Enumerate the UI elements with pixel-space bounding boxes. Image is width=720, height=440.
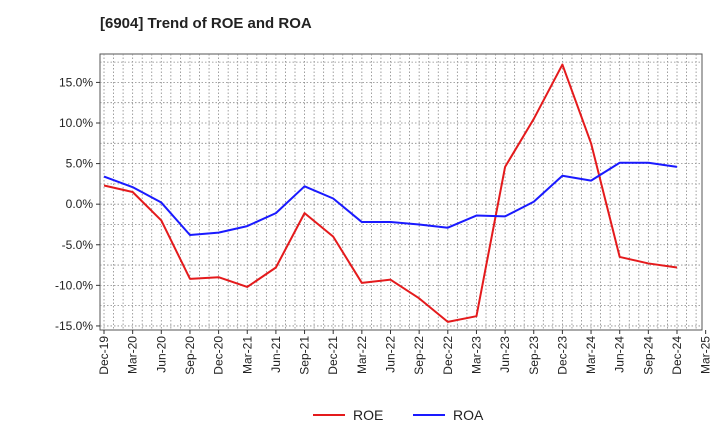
x-tick-label: Jun-24 [613,336,627,373]
x-tick-label: Jun-23 [498,336,512,373]
y-tick-label: 5.0% [66,157,94,171]
y-tick-label: 15.0% [59,75,93,89]
x-tick-label: Dec-24 [670,336,684,375]
x-tick-label: Dec-23 [555,336,569,375]
legend-label-roe: ROE [353,407,383,423]
series-line-roe [103,63,678,323]
x-tick-label: Mar-21 [240,336,254,374]
y-tick-label: -15.0% [55,319,93,333]
x-tick-label: Mar-24 [584,336,598,374]
y-tick-label: -10.0% [55,278,93,292]
x-tick-label: Mar-20 [126,336,140,374]
x-tick-label: Mar-25 [699,336,713,374]
x-tick-label: Dec-21 [326,336,340,375]
y-axis-ticks: 15.0% 10.0% 5.0% 0.0% -5.0% -10.0% -15.0% [55,75,100,333]
x-tick-label: Mar-22 [355,336,369,374]
x-tick-label: Sep-22 [412,336,426,375]
x-tick-label: Jun-20 [154,336,168,373]
x-tick-label: Dec-22 [441,336,455,375]
series-line-roa [103,161,678,237]
x-tick-label: Mar-23 [469,336,483,374]
y-tick-label: 0.0% [66,197,94,211]
legend-label-roa: ROA [453,407,484,423]
x-tick-label: Jun-22 [384,336,398,373]
plot-area [99,53,703,331]
legend: ROE ROA [313,407,484,423]
y-tick-label: -5.0% [62,238,94,252]
chart-title: [6904] Trend of ROE and ROA [100,15,312,32]
series-lines [103,63,678,323]
x-tick-label: Sep-21 [298,336,312,375]
y-tick-label: 10.0% [59,116,93,130]
x-tick-label: Sep-23 [527,336,541,375]
x-tick-label: Dec-19 [97,336,111,375]
grid-lines [100,54,702,330]
x-tick-label: Dec-20 [212,336,226,375]
x-axis-ticks: Dec-19 Mar-20 Jun-20 Sep-20 Dec-20 Mar-21 Jun-… [97,330,713,375]
x-tick-label: Sep-20 [183,336,197,375]
x-tick-label: Jun-21 [269,336,283,373]
x-tick-label: Sep-24 [641,336,655,375]
